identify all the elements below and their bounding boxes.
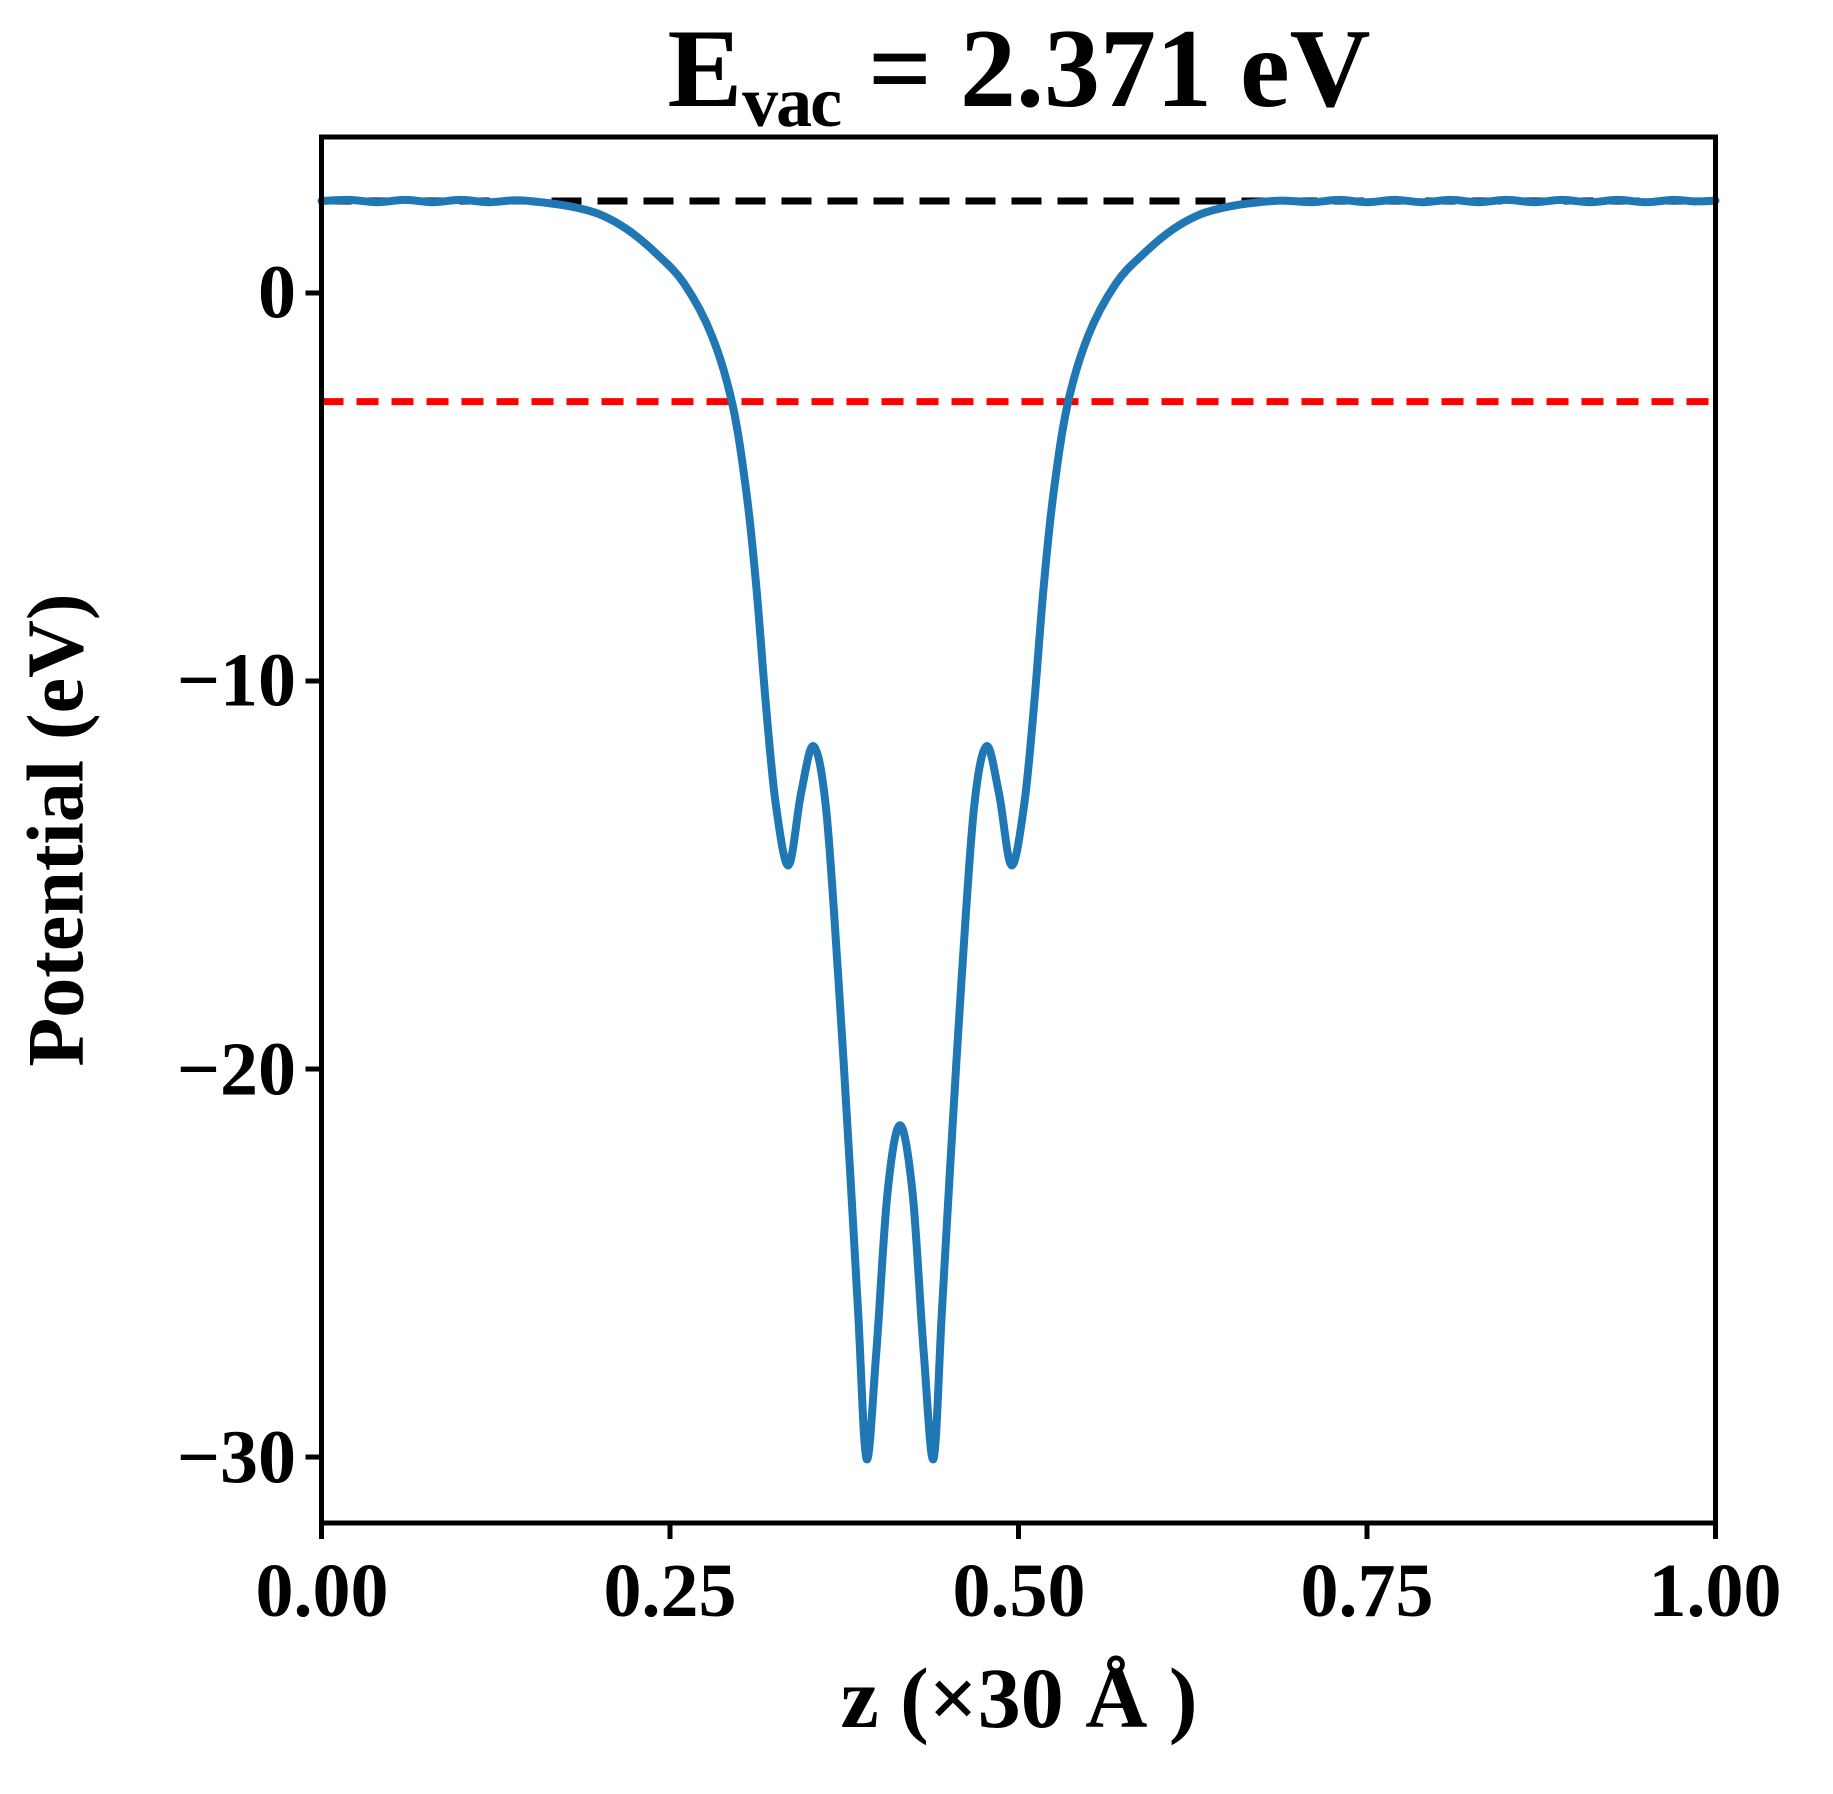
y-tick-label-m20: −20 bbox=[176, 1027, 296, 1112]
title-value: = 2.371 eV bbox=[840, 7, 1371, 131]
x-tick-label-100: 1.00 bbox=[1648, 1549, 1782, 1633]
x-tick-label-075: 0.75 bbox=[1300, 1549, 1434, 1633]
x-axis-label: z (×30 Å ) bbox=[840, 1650, 1198, 1746]
y-tick-label-0: 0 bbox=[258, 250, 296, 335]
x-tick-label-025: 0.25 bbox=[603, 1549, 737, 1633]
y-axis-label: Potential (eV) bbox=[12, 593, 101, 1067]
x-tick-label-050: 0.50 bbox=[952, 1549, 1086, 1633]
y-tick-label-m10: −10 bbox=[176, 638, 296, 723]
chart-title: Evac = 2.371 eV bbox=[322, 2, 1716, 142]
title-subscript: vac bbox=[742, 62, 842, 143]
x-tick-label-000: 0.00 bbox=[255, 1549, 389, 1633]
y-tick-label-m30: −30 bbox=[176, 1415, 296, 1500]
planar-averaged-potential bbox=[317, 195, 1720, 1464]
title-symbol: E bbox=[667, 7, 743, 131]
